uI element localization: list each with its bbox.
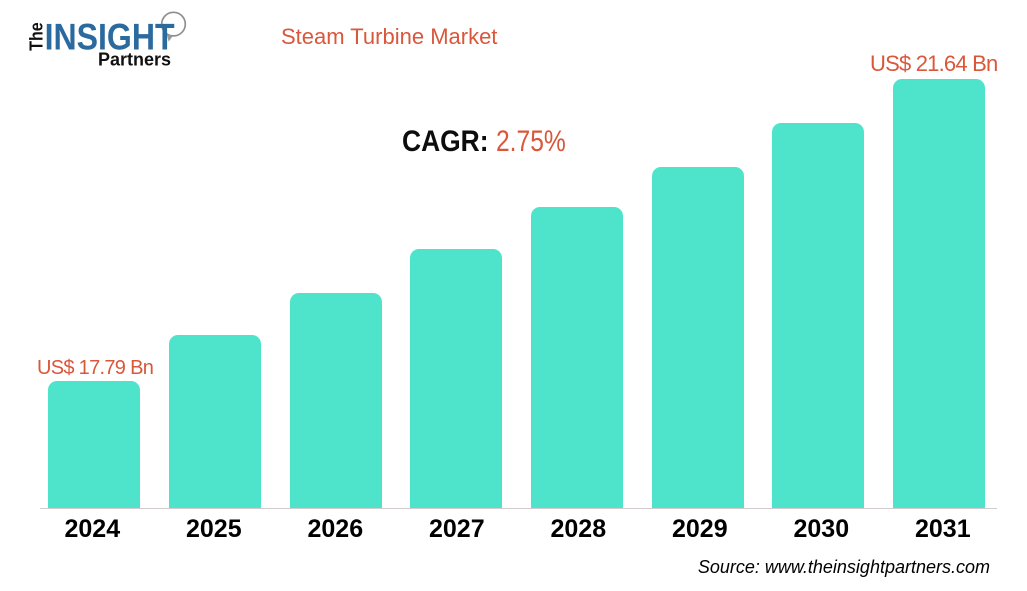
svg-text:The: The bbox=[27, 22, 47, 51]
svg-text:INSIGHT: INSIGHT bbox=[45, 17, 175, 58]
svg-text:Partners: Partners bbox=[98, 50, 171, 70]
